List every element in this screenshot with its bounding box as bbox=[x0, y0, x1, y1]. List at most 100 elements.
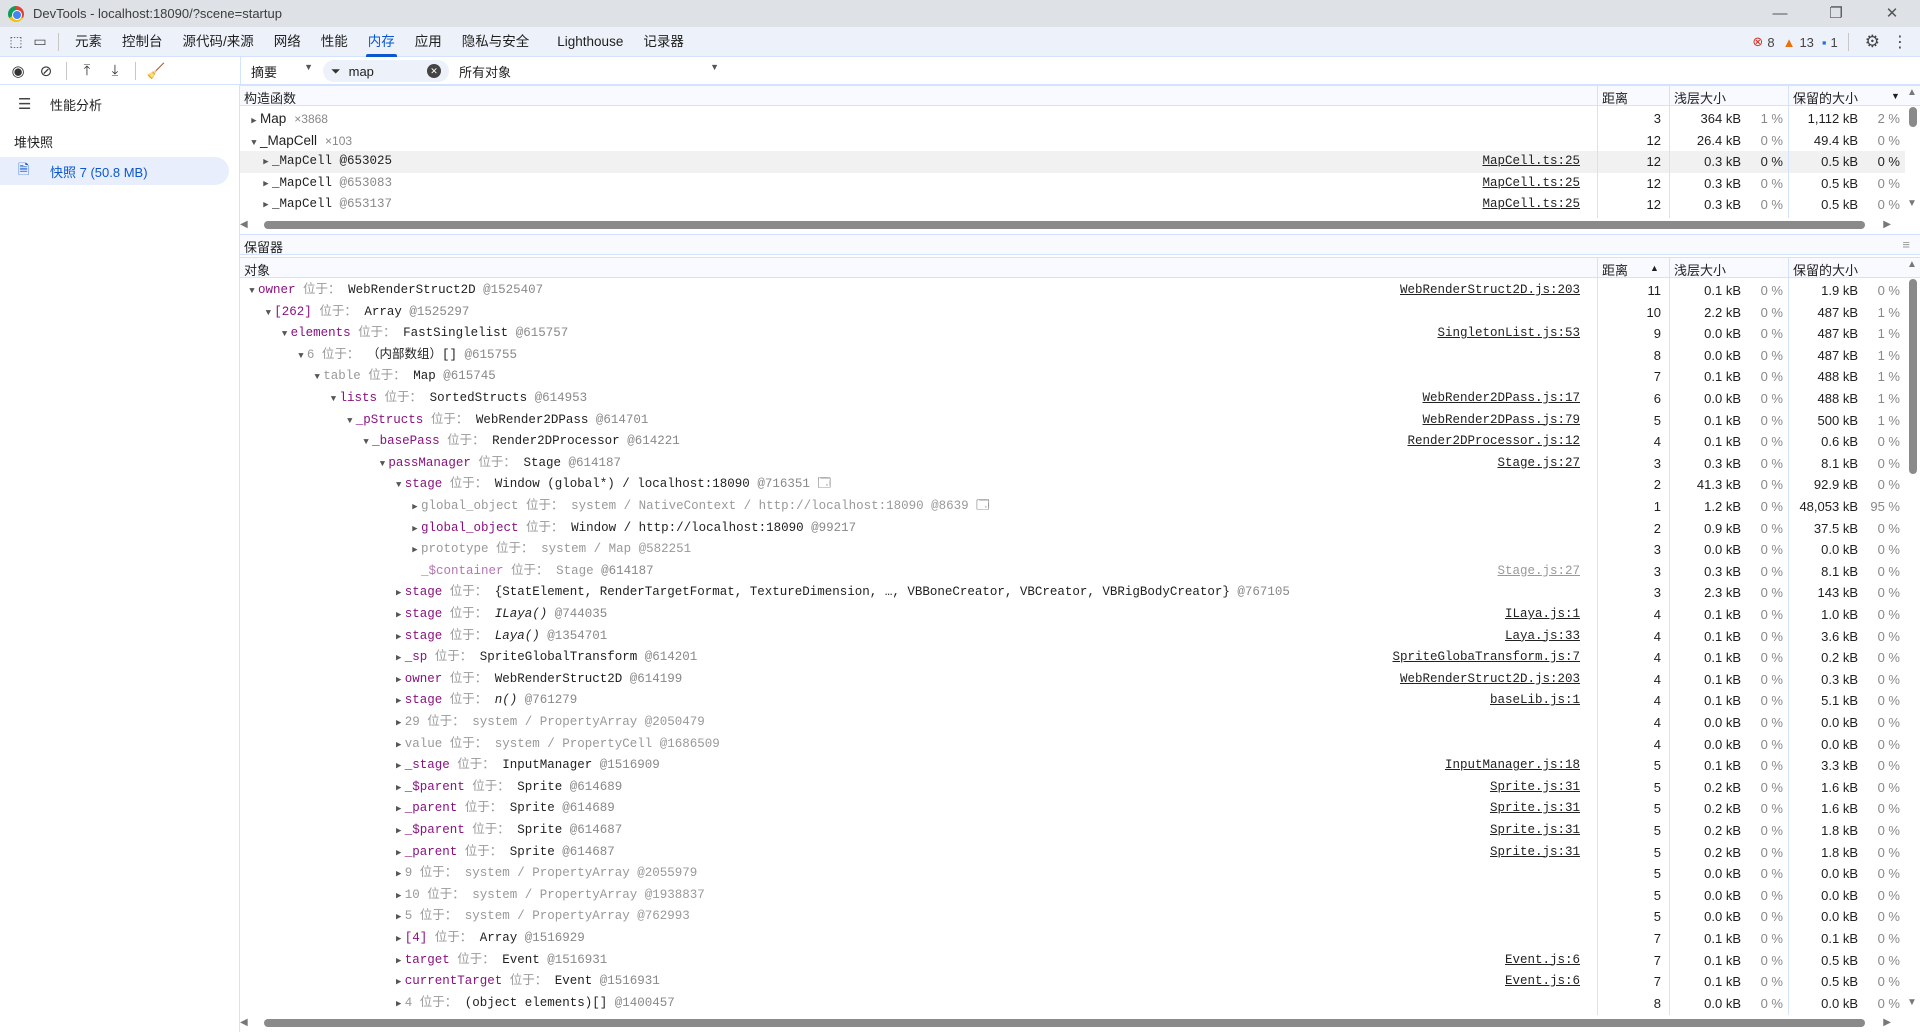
error-icon[interactable]: ⊗ bbox=[1752, 34, 1764, 49]
collapsed-triangle-icon[interactable]: ▶ bbox=[395, 912, 402, 923]
expanded-triangle-icon[interactable]: ▼ bbox=[281, 329, 288, 340]
horizontal-scrollbar[interactable]: ◀ ▶ bbox=[240, 1017, 1891, 1028]
collapsed-triangle-icon[interactable]: ▶ bbox=[412, 545, 418, 556]
table-row[interactable]: ▶ 9 位于： system / PropertyArray @2055979 5 0… bbox=[240, 863, 1905, 885]
garbage-collect-icon[interactable]: 🧹 bbox=[146, 62, 166, 80]
collapsed-triangle-icon[interactable]: ▶ bbox=[395, 761, 402, 772]
collapsed-triangle-icon[interactable]: ▶ bbox=[263, 200, 269, 211]
source-link[interactable]: Event.js:6 bbox=[1504, 952, 1580, 967]
sidebar-item-profiling[interactable]: ☰ 性能分析 bbox=[0, 89, 239, 119]
object-scope-select[interactable]: 所有对象 ▼ bbox=[449, 62, 729, 81]
device-toolbar-icon[interactable]: ▭ bbox=[33, 33, 47, 49]
table-row[interactable]: ▶ Map ×3868 3 364 kB 1 % 1,112 kB 2 % bbox=[240, 108, 1905, 130]
table-row[interactable]: ▶ stage 位于： {StatElement, RenderTargetFor… bbox=[240, 582, 1905, 604]
tab-9[interactable]: 记录器 bbox=[643, 33, 684, 49]
source-link[interactable]: MapCell.ts:25 bbox=[1482, 154, 1580, 169]
expanded-triangle-icon[interactable]: ▼ bbox=[298, 350, 304, 361]
collapsed-triangle-icon[interactable]: ▶ bbox=[395, 955, 402, 966]
expanded-triangle-icon[interactable]: ▼ bbox=[265, 307, 271, 318]
collapsed-triangle-icon[interactable]: ▶ bbox=[395, 934, 402, 944]
table-row[interactable]: ▶ [4] 位于： Array @1516929 7 0.1 kB 0 % 0.1 kB 0… bbox=[240, 928, 1905, 950]
column-header-distance[interactable]: 距离 bbox=[1602, 91, 1629, 106]
expanded-triangle-icon[interactable]: ▼ bbox=[395, 480, 402, 491]
table-row[interactable]: ▶ currentTarget 位于： Event @1516931 Event.j… bbox=[240, 971, 1905, 993]
sort-desc-icon[interactable]: ▼ bbox=[1891, 91, 1900, 101]
warning-icon[interactable]: ▲ bbox=[1782, 34, 1796, 50]
sidebar-item-snapshot[interactable]: 🗎 快照 7 (50.8 MB) bbox=[0, 157, 229, 185]
table-row[interactable]: ▶ global_object 位于： Window / http://local… bbox=[240, 518, 1905, 540]
source-link[interactable]: baseLib.js:1 bbox=[1489, 693, 1580, 708]
minimize-icon[interactable]: — bbox=[1772, 5, 1788, 22]
expanded-triangle-icon[interactable]: ▼ bbox=[251, 137, 257, 148]
table-row[interactable]: ▼ passManager 位于： Stage @614187 Stage.js:2… bbox=[240, 453, 1905, 475]
table-row[interactable]: ▼ owner 位于： WebRenderStruct2D @1525407 Web… bbox=[240, 280, 1905, 302]
table-row[interactable]: ▶ _parent 位于： Sprite @614689 Sprite.js:31 5… bbox=[240, 798, 1905, 820]
tab-7[interactable]: 隐私与安全 bbox=[461, 33, 530, 49]
message-icon[interactable]: ▪ bbox=[1821, 34, 1827, 50]
source-link[interactable]: Sprite.js:31 bbox=[1489, 779, 1580, 794]
collapsed-triangle-icon[interactable]: ▶ bbox=[251, 116, 257, 126]
source-link[interactable]: MapCell.ts:25 bbox=[1482, 197, 1580, 212]
inspect-element-icon[interactable]: ⬚ bbox=[9, 33, 23, 49]
sort-asc-icon[interactable]: ▲ bbox=[1650, 263, 1659, 273]
table-row[interactable]: ▶ stage 位于： n() @761279 baseLib.js:1 4 0.1 k… bbox=[240, 690, 1905, 712]
expanded-triangle-icon[interactable]: ▼ bbox=[330, 394, 337, 404]
reveal-window-icon[interactable]: 🗔 bbox=[968, 499, 990, 513]
tab-8[interactable]: Lighthouse bbox=[557, 33, 624, 49]
collapsed-triangle-icon[interactable]: ▶ bbox=[395, 826, 402, 836]
collapsed-triangle-icon[interactable]: ▶ bbox=[395, 718, 402, 728]
table-row[interactable]: ▼ elements 位于： FastSinglelist @615757 Sing… bbox=[240, 323, 1905, 345]
source-link[interactable]: WebRenderStruct2D.js:203 bbox=[1399, 283, 1580, 297]
collapsed-triangle-icon[interactable]: ▶ bbox=[395, 588, 402, 599]
source-link[interactable]: Laya.js:33 bbox=[1504, 628, 1580, 643]
warning-count[interactable]: 13 bbox=[1799, 34, 1814, 50]
source-link[interactable]: WebRender2DPass.js:79 bbox=[1422, 412, 1580, 427]
column-header-constructor[interactable]: 构造函数 bbox=[244, 91, 297, 106]
source-link[interactable]: Stage.js:27 bbox=[1497, 563, 1580, 578]
tab-5[interactable]: 内存 bbox=[358, 27, 405, 57]
vertical-scrollbar[interactable]: ▲ ▼ bbox=[1907, 259, 1917, 1008]
tab-1[interactable]: 控制台 bbox=[122, 33, 163, 49]
collapsed-triangle-icon[interactable]: ▶ bbox=[395, 653, 402, 664]
expanded-triangle-icon[interactable]: ▼ bbox=[347, 415, 353, 426]
vertical-scrollbar[interactable]: ▲ ▼ bbox=[1907, 87, 1917, 209]
table-row[interactable]: ▼ 6 位于： （内部数组）[] @615755 8 0.0 kB 0 % 487 kB 1… bbox=[240, 345, 1905, 367]
source-link[interactable]: Stage.js:27 bbox=[1497, 455, 1580, 470]
tab-6[interactable]: 应用 bbox=[414, 33, 442, 49]
class-filter-input[interactable]: ⏷ map ✕ bbox=[323, 60, 449, 82]
record-icon[interactable]: ◉ bbox=[11, 62, 25, 80]
message-count[interactable]: 1 bbox=[1830, 34, 1838, 50]
table-row[interactable]: ▼ table 位于： Map @615745 7 0.1 kB 0 % 488 kB 1 … bbox=[240, 366, 1905, 388]
source-link[interactable]: MapCell.ts:25 bbox=[1482, 175, 1580, 190]
column-header-retained[interactable]: 保留的大小 bbox=[1793, 263, 1859, 278]
tab-4[interactable]: 性能 bbox=[320, 33, 348, 49]
table-row[interactable]: _$container 位于： Stage @614187 Stage.js:27… bbox=[240, 561, 1905, 583]
source-link[interactable]: ILaya.js:1 bbox=[1504, 607, 1580, 621]
reveal-window-icon[interactable]: 🗔 bbox=[809, 477, 831, 492]
view-select[interactable]: 摘要 ▼ bbox=[241, 62, 321, 81]
table-row[interactable]: ▶ _MapCell @653083 MapCell.ts:25 12 0.3 kB 0 … bbox=[240, 173, 1905, 195]
source-link[interactable]: Sprite.js:31 bbox=[1489, 844, 1580, 859]
settings-gear-icon[interactable]: ⚙ bbox=[1864, 32, 1880, 51]
download-icon[interactable]: ⤓ bbox=[111, 62, 119, 79]
source-link[interactable]: Sprite.js:31 bbox=[1489, 823, 1580, 837]
table-row[interactable]: ▶ 10 位于： system / PropertyArray @1938837 5… bbox=[240, 885, 1905, 907]
horizontal-scrollbar[interactable]: ◀ ▶ bbox=[240, 219, 1891, 230]
collapsed-triangle-icon[interactable]: ▶ bbox=[395, 869, 402, 880]
tab-2[interactable]: 源代码/来源 bbox=[182, 33, 254, 49]
table-row[interactable]: ▼ _MapCell ×103 12 26.4 kB 0 % 49.4 kB 0 % bbox=[240, 130, 1905, 152]
clear-icon[interactable]: ⊘ bbox=[39, 62, 53, 80]
drag-handle-icon[interactable]: ≡ bbox=[1902, 237, 1910, 252]
collapsed-triangle-icon[interactable]: ▶ bbox=[395, 674, 402, 685]
expanded-triangle-icon[interactable]: ▼ bbox=[379, 458, 386, 469]
column-header-shallow[interactable]: 浅层大小 bbox=[1674, 91, 1727, 106]
expanded-triangle-icon[interactable]: ▼ bbox=[249, 286, 255, 296]
collapsed-triangle-icon[interactable]: ▶ bbox=[395, 610, 402, 620]
collapsed-triangle-icon[interactable]: ▶ bbox=[395, 998, 402, 1009]
table-row[interactable]: ▶ value 位于： system / PropertyCell @168650… bbox=[240, 734, 1905, 756]
table-row[interactable]: ▶ _MapCell @653137 MapCell.ts:25 12 0.3 kB 0 … bbox=[240, 194, 1905, 216]
source-link[interactable]: InputManager.js:18 bbox=[1444, 758, 1580, 773]
collapsed-triangle-icon[interactable]: ▶ bbox=[412, 523, 418, 534]
table-row[interactable]: ▶ 5 位于： system / PropertyArray @762993 5 0.… bbox=[240, 906, 1905, 928]
table-row[interactable]: ▶ _MapCell @653025 MapCell.ts:25 12 0.3 kB 0 … bbox=[240, 151, 1905, 173]
